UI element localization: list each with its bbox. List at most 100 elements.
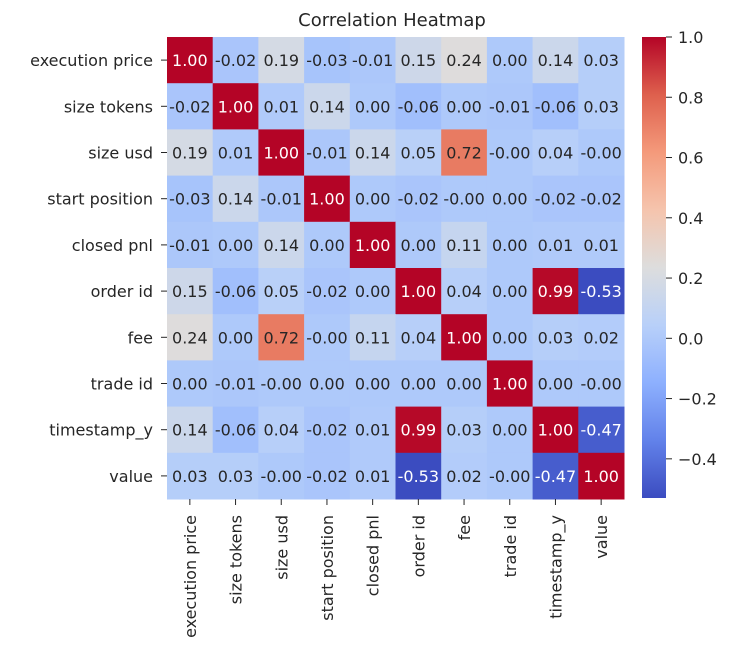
heatmap-cell: [167, 314, 214, 361]
heatmap-cell: [212, 221, 259, 269]
cell-value-label: 0.00: [492, 190, 528, 209]
heatmap-cell: [441, 129, 488, 177]
cell-value-label: 0.01: [355, 467, 391, 486]
cell-value-label: -0.00: [489, 144, 530, 163]
heatmap-cell: [441, 314, 488, 361]
x-tick-label: size usd: [272, 515, 291, 580]
heatmap-cell: [486, 406, 534, 454]
heatmap-cell: [441, 406, 488, 454]
cell-value-label: 0.14: [263, 236, 299, 255]
cell-value-label: 0.00: [218, 328, 254, 347]
heatmap-cell: [532, 83, 579, 130]
heatmap-cell: [304, 221, 351, 269]
cell-value-label: -0.01: [169, 236, 210, 255]
heatmap-cell: [486, 37, 534, 84]
heatmap-cell: [395, 37, 442, 84]
cell-value-label: 0.14: [172, 421, 208, 440]
cell-value-label: 0.02: [583, 328, 619, 347]
heatmap-cell: [578, 221, 625, 269]
heatmap-cell: [258, 129, 305, 177]
heatmap-cell: [486, 360, 534, 408]
y-tick-labels: execution price size tokens size usd start …: [30, 51, 167, 486]
cell-value-label: 1.00: [538, 421, 574, 440]
cell-value-label: 0.01: [538, 236, 574, 255]
heatmap-cell: [486, 314, 534, 361]
cell-value-label: 1.00: [218, 97, 254, 116]
heatmap-cell: [258, 406, 305, 454]
cell-value-label: -0.03: [306, 51, 347, 70]
y-tick-label: size tokens: [64, 97, 153, 116]
cell-value-label: 1.00: [263, 144, 299, 163]
heatmap-annotations: 1.00 -0.02 0.19 -0.03 -0.01 0.15 0.24 0.00 0.14 0…: [169, 51, 622, 486]
cell-value-label: 1.00: [583, 467, 619, 486]
cell-value-label: 0.02: [446, 467, 482, 486]
chart-title: Correlation Heatmap: [298, 10, 486, 31]
cell-value-label: 0.04: [538, 144, 574, 163]
heatmap-cell: [395, 221, 442, 269]
cell-value-label: 0.00: [355, 375, 391, 394]
cell-value-label: 0.00: [492, 328, 528, 347]
heatmap-cell: [578, 83, 625, 130]
cell-value-label: 0.00: [401, 236, 437, 255]
heatmap-cell: [532, 314, 579, 361]
cell-value-label: 0.99: [538, 282, 574, 301]
heatmap-cell: [258, 360, 305, 408]
heatmap-cell: [395, 268, 442, 315]
heatmap-cell: [304, 83, 351, 130]
heatmap-cell: [395, 129, 442, 177]
heatmap-cell: [349, 37, 396, 84]
cell-value-label: 0.00: [538, 375, 574, 394]
y-tick-label: value: [109, 467, 153, 486]
colorbar-tick-label: −0.2: [678, 390, 717, 409]
heatmap-cell: [395, 175, 442, 223]
heatmap-cell: [304, 175, 351, 223]
cell-value-label: -0.00: [261, 375, 302, 394]
cell-value-label: 0.00: [446, 97, 482, 116]
heatmap-cell: [578, 37, 625, 84]
heatmap-cell: [349, 268, 396, 315]
cell-value-label: 0.11: [446, 236, 482, 255]
cell-value-label: -0.47: [580, 421, 621, 440]
heatmap-cell: [532, 452, 579, 500]
heatmap-cell: [532, 37, 579, 84]
heatmap-cell: [212, 406, 259, 454]
heatmap-cell: [395, 406, 442, 454]
cell-value-label: 0.03: [583, 97, 619, 116]
cell-value-label: -0.02: [215, 51, 256, 70]
heatmap-cell: [167, 175, 214, 223]
cell-value-label: 0.00: [218, 236, 254, 255]
cell-value-label: -0.02: [306, 421, 347, 440]
x-tick-label: timestamp_y: [546, 515, 566, 619]
cell-value-label: -0.02: [580, 190, 621, 209]
cell-value-label: -0.01: [489, 97, 530, 116]
cell-value-label: 0.99: [401, 421, 437, 440]
heatmap-cell: [532, 406, 579, 454]
colorbar-tick-label: 0.2: [678, 269, 703, 288]
heatmap-cell: [212, 83, 259, 130]
x-tick-label: execution price: [181, 515, 200, 638]
cell-value-label: 0.00: [492, 282, 528, 301]
colorbar-tick-label: 0.4: [678, 209, 703, 228]
colorbar-tick-label: 0.6: [678, 149, 703, 168]
cell-value-label: -0.02: [169, 97, 210, 116]
cell-value-label: 0.01: [263, 97, 299, 116]
heatmap-cell: [304, 360, 351, 408]
heatmap-cell: [441, 83, 488, 130]
colorbar-tick-label: 0.8: [678, 88, 703, 107]
cell-value-label: 1.00: [492, 375, 528, 394]
cell-value-label: -0.47: [535, 467, 576, 486]
cell-value-label: 1.00: [401, 282, 437, 301]
cell-value-label: -0.00: [489, 467, 530, 486]
colorbar-gradient: [642, 37, 666, 498]
heatmap-cell: [441, 268, 488, 315]
cell-value-label: 0.00: [401, 375, 437, 394]
heatmap-cell: [486, 221, 534, 269]
heatmap-cell: [258, 268, 305, 315]
y-tick-label: fee: [128, 328, 153, 347]
heatmap-cell: [486, 175, 534, 223]
colorbar-tick-label: 0.0: [678, 329, 703, 348]
cell-value-label: 0.05: [401, 144, 437, 163]
heatmap-cell: [349, 406, 396, 454]
cell-value-label: 1.00: [172, 51, 208, 70]
